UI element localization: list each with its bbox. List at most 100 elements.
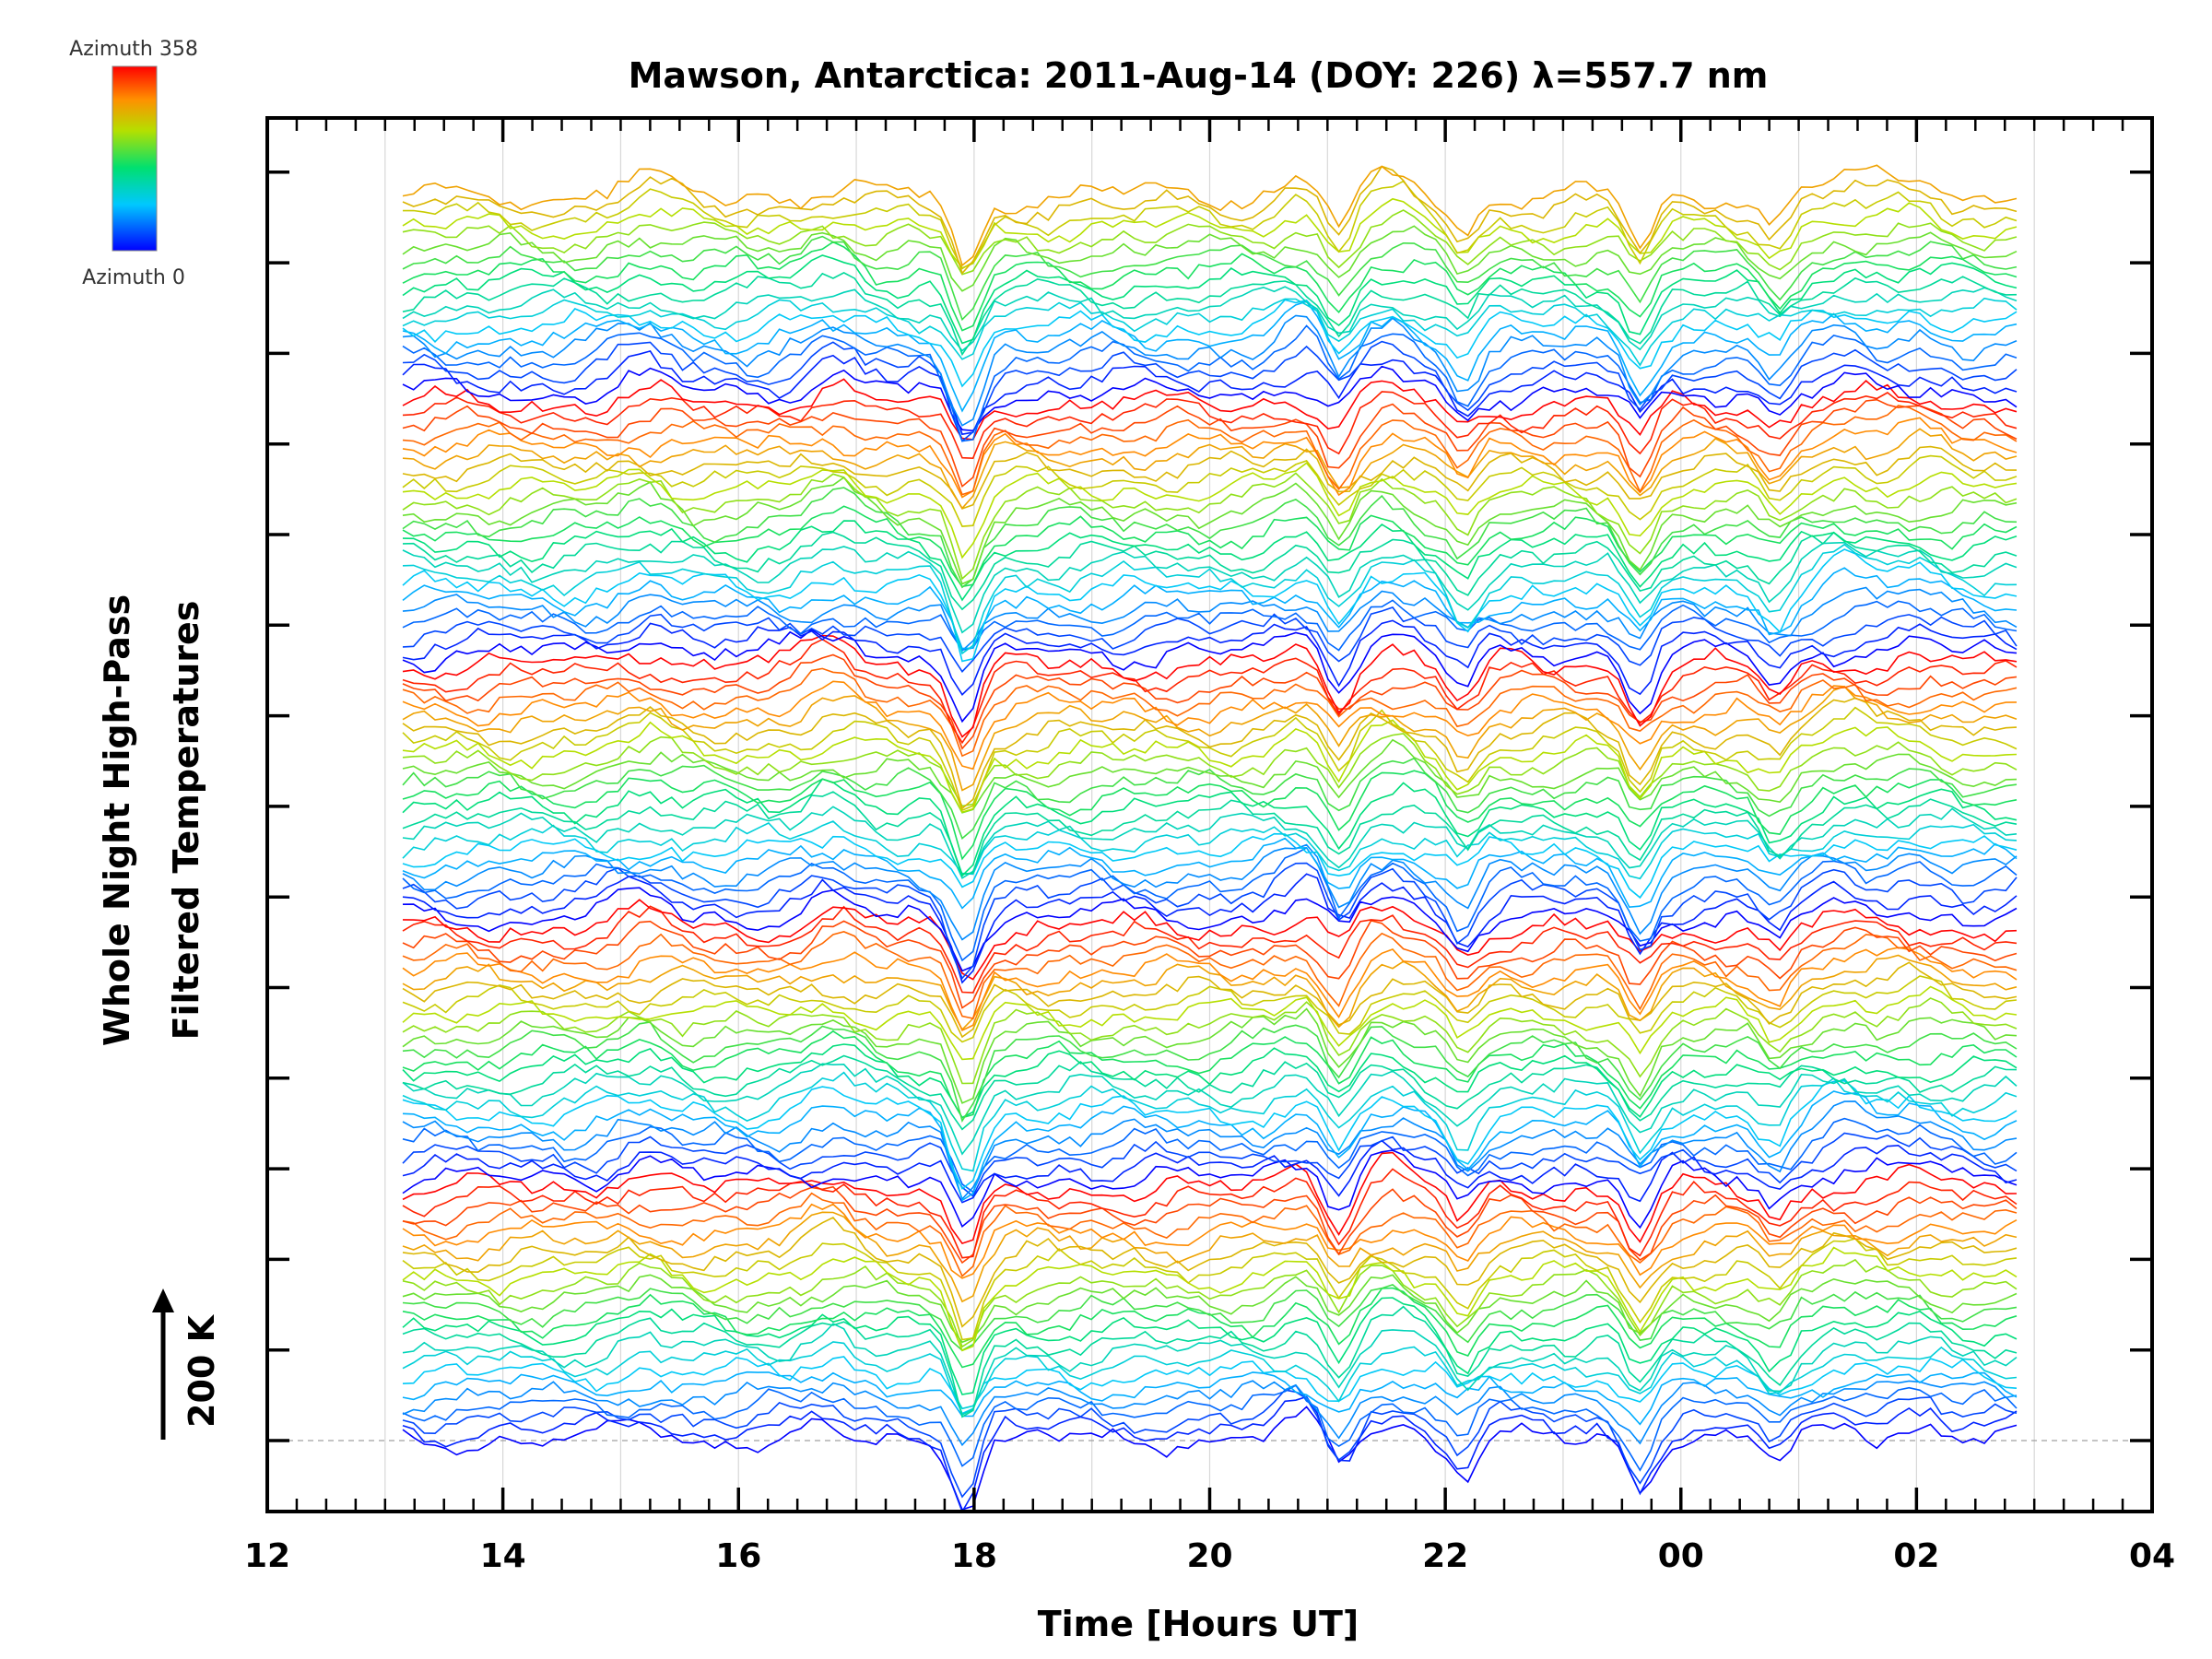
trace-line: [402, 862, 2018, 980]
trace-line: [402, 241, 2018, 332]
trace-line: [402, 487, 2018, 589]
trace-line: [402, 391, 2018, 460]
trace-line: [402, 286, 2018, 352]
trace-line: [402, 738, 2018, 814]
trace-line: [402, 1406, 2018, 1511]
trace-line: [402, 1246, 2018, 1352]
x-tick-labels: 12 14 16 18 20 22 00 02 04: [244, 1537, 2175, 1575]
trace-line: [402, 820, 2018, 880]
trace-line: [402, 1389, 2018, 1499]
trace-line: [402, 520, 2018, 602]
trace-line: [402, 405, 2018, 496]
trace-line: [402, 919, 2018, 1009]
trace-line: [402, 985, 2018, 1061]
trace-line: [402, 680, 2018, 771]
trace-line: [402, 1043, 2018, 1119]
colorbar: Azimuth 358 Azimuth 0: [69, 38, 198, 289]
trace-line: [402, 476, 2018, 585]
trace-line: [402, 757, 2018, 840]
trace-line: [402, 1380, 2018, 1447]
trace-line: [402, 1287, 2018, 1369]
trace-line: [402, 1356, 2018, 1415]
trace-line: [402, 634, 2018, 738]
x-tick-label: 00: [1658, 1537, 1704, 1575]
trace-line: [402, 567, 2018, 650]
trace-line: [402, 667, 2018, 758]
trace-line: [402, 653, 2018, 750]
trace-line: [402, 209, 2018, 276]
trace-line: [402, 1021, 2018, 1124]
temperature-traces: [402, 164, 2018, 1513]
trace-line: [402, 462, 2018, 559]
trace-line: [402, 599, 2018, 652]
trace-line: [402, 235, 2018, 322]
trace-line: [402, 180, 2018, 270]
trace-line: [402, 1063, 2018, 1156]
trace-line: [402, 365, 2018, 432]
trace-line: [402, 887, 2018, 972]
trace-line: [402, 706, 2018, 812]
trace-line: [402, 1185, 2018, 1265]
x-tick-label: 14: [480, 1537, 526, 1575]
trace-line: [402, 843, 2018, 941]
trace-line: [402, 806, 2018, 879]
trace-line: [402, 1305, 2018, 1418]
trace-line: [402, 1323, 2018, 1417]
x-tick-label: 04: [2129, 1537, 2175, 1575]
grid-lines: [267, 122, 2152, 1508]
trace-line: [402, 1139, 2018, 1204]
trace-line: [402, 417, 2018, 499]
trace-line: [402, 1203, 2018, 1279]
x-tick-label: 20: [1186, 1537, 1232, 1575]
x-tick-label: 12: [244, 1537, 290, 1575]
trace-line: [402, 954, 2018, 1031]
trace-line: [402, 873, 2018, 984]
trace-line: [402, 164, 2018, 267]
trace-line: [402, 1297, 2018, 1395]
trace-line: [402, 1168, 2018, 1259]
trace-line: [402, 832, 2018, 900]
trace-line: [402, 975, 2018, 1043]
trace-line: [402, 548, 2018, 663]
trace-line: [402, 1274, 2018, 1344]
trace-line: [402, 961, 2018, 1039]
trace-line: [402, 165, 2018, 275]
trace-line: [402, 1341, 2018, 1410]
x-tick-label: 16: [715, 1537, 761, 1575]
y-axis-label-line2: Filtered Temperatures: [166, 601, 206, 1041]
trace-line: [402, 299, 2018, 388]
scale-bar: 200 K: [152, 1288, 222, 1440]
trace-line: [402, 1217, 2018, 1328]
trace-line: [402, 225, 2018, 292]
trace-line: [402, 1090, 2018, 1202]
trace-line: [402, 1284, 2018, 1352]
x-tick-label: 02: [1893, 1537, 1939, 1575]
colorbar-top-label: Azimuth 358: [69, 38, 198, 61]
axis-ticks: [267, 118, 2152, 1512]
trace-line: [402, 1211, 2018, 1303]
trace-line: [402, 314, 2018, 427]
trace-line: [402, 378, 2018, 441]
trace-line: [402, 899, 2018, 981]
x-tick-label: 22: [1422, 1537, 1468, 1575]
trace-line: [402, 398, 2018, 488]
trace-line: [402, 1384, 2018, 1472]
trace-line: [402, 254, 2018, 345]
trace-line: [402, 606, 2018, 673]
y-axis-label-line1: Whole Night High-Pass: [97, 594, 137, 1046]
colorbar-bottom-label: Azimuth 0: [82, 266, 185, 289]
trace-line: [402, 505, 2018, 588]
trace-line: [402, 697, 2018, 810]
trace-line: [402, 685, 2018, 792]
trace-line: [402, 719, 2018, 814]
trace-line: [402, 1071, 2018, 1172]
trace-line: [402, 1151, 2018, 1245]
trace-line: [402, 445, 2018, 510]
trace-line: [402, 428, 2018, 510]
trace-line: [402, 1030, 2018, 1119]
trace-line: [402, 778, 2018, 877]
trace-line: [402, 1100, 2018, 1201]
trace-line: [402, 1079, 2018, 1190]
trace-line: [402, 997, 2018, 1085]
